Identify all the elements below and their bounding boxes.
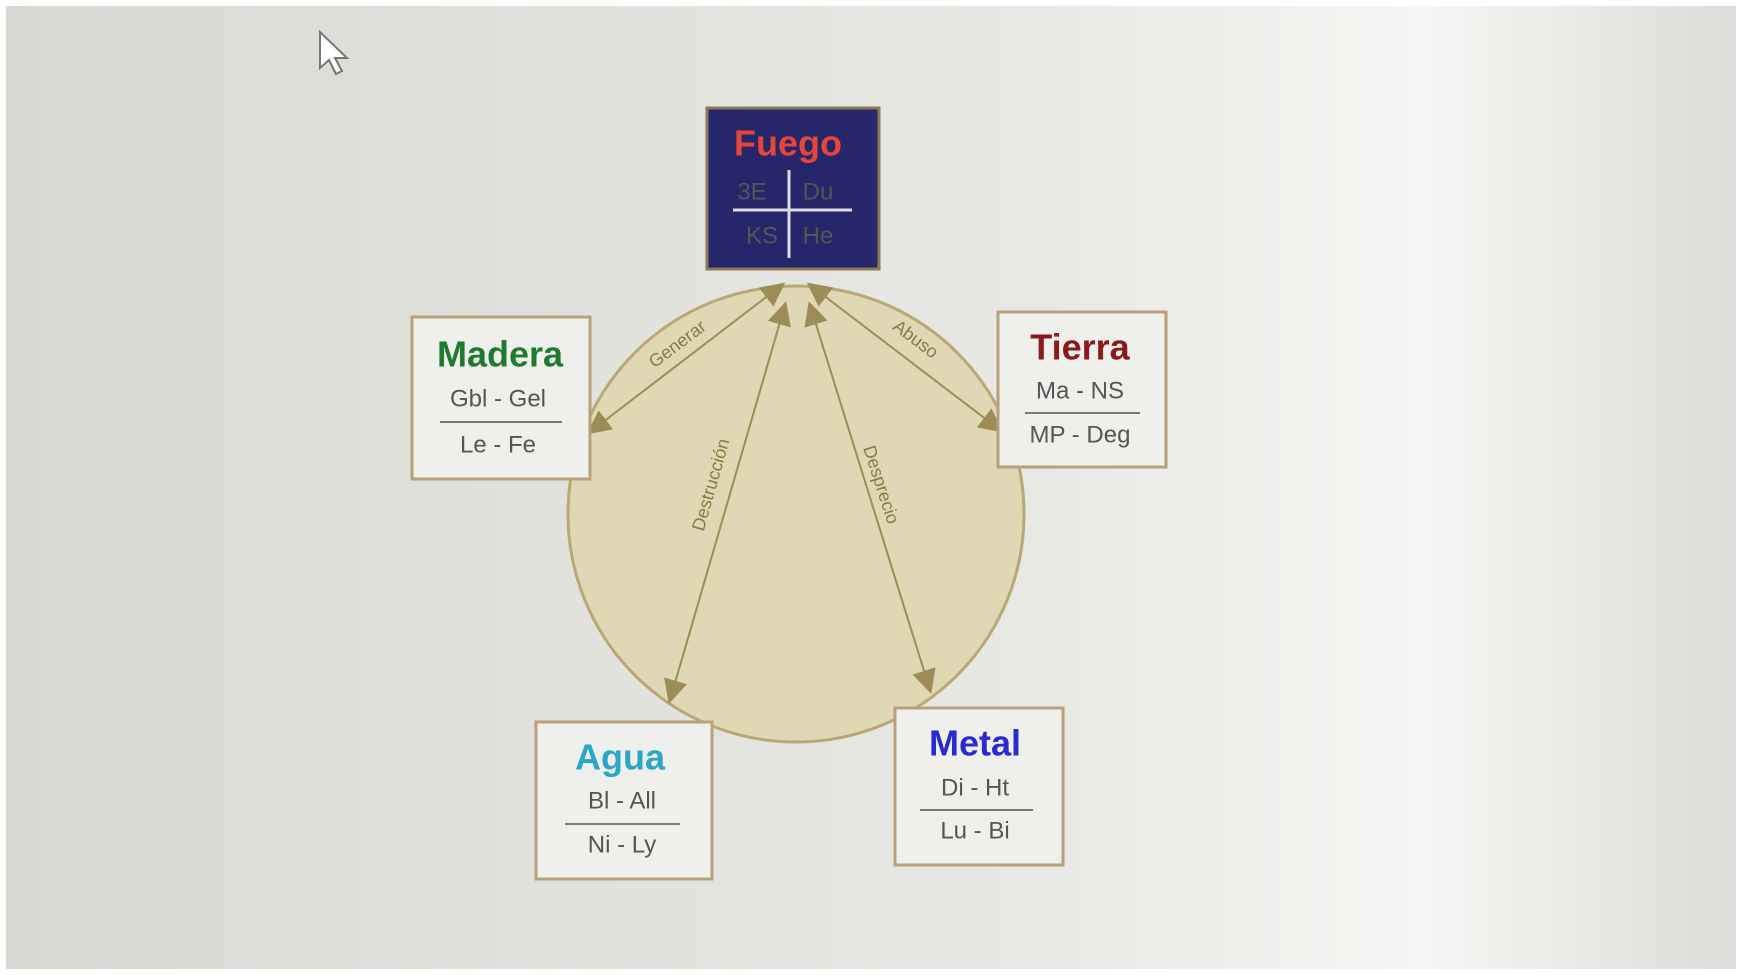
node-metal: Metal Di - Ht Lu - Bi xyxy=(895,708,1063,865)
node-row: Bl - All xyxy=(588,787,656,814)
node-tierra: Tierra Ma - NS MP - Deg xyxy=(998,312,1166,467)
node-row: Di - Ht xyxy=(941,774,1009,801)
node-title: Metal xyxy=(929,723,1021,764)
node-row: Ma - NS xyxy=(1036,377,1124,404)
screen: Generar Abuso Destrucción Desprecio Fueg… xyxy=(0,0,1742,975)
page: Generar Abuso Destrucción Desprecio Fueg… xyxy=(0,0,1742,975)
node-row: Le - Fe xyxy=(460,431,536,458)
node-row: Lu - Bi xyxy=(940,817,1009,844)
node-cell: Du xyxy=(803,178,834,205)
node-row: Ni - Ly xyxy=(588,831,656,858)
node-title: Agua xyxy=(575,737,666,778)
node-row: Gbl - Gel xyxy=(450,385,546,412)
node-title: Tierra xyxy=(1030,327,1130,368)
node-cell: KS xyxy=(746,222,778,249)
cycle-circle xyxy=(568,286,1024,742)
node-title: Madera xyxy=(437,334,564,375)
node-cell: 3E xyxy=(737,178,766,205)
node-title: Fuego xyxy=(734,123,842,164)
node-agua: Agua Bl - All Ni - Ly xyxy=(536,722,712,879)
node-fuego: Fuego 3E Du KS He xyxy=(707,108,879,269)
node-row: MP - Deg xyxy=(1030,421,1131,448)
node-madera: Madera Gbl - Gel Le - Fe xyxy=(412,317,590,479)
node-cell: He xyxy=(803,222,834,249)
